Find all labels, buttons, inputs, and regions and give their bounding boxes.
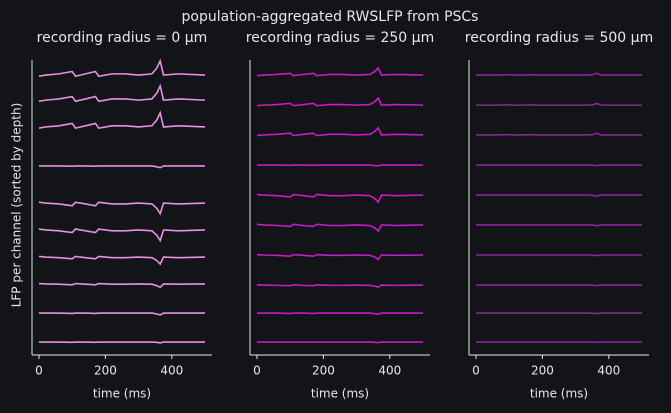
lfp-trace: [475, 72, 643, 76]
lfp-trace: [475, 102, 643, 106]
lfp-trace: [256, 66, 424, 77]
x-tick-label: 400: [160, 364, 183, 378]
lfp-trace: [256, 126, 424, 137]
lfp-trace: [38, 341, 206, 344]
lfp-trace: [38, 228, 206, 243]
lfp-trace: [475, 132, 643, 136]
lfp-trace: [256, 283, 424, 289]
lfp-trace: [256, 164, 424, 167]
lfp-trace: [256, 193, 424, 204]
lfp-trace: [475, 224, 643, 227]
x-axis-label: time (ms): [93, 387, 151, 401]
x-tick-label: 0: [253, 364, 261, 378]
x-tick-label: 400: [378, 364, 401, 378]
x-tick-label: 200: [312, 364, 335, 378]
x-tick-label: 200: [94, 364, 117, 378]
lfp-trace: [38, 165, 206, 169]
lfp-trace: [256, 223, 424, 233]
subplot-title: recording radius = 0 μm: [37, 30, 208, 46]
lfp-trace: [475, 194, 643, 197]
lfp-trace: [256, 96, 424, 107]
lfp-trace: [38, 255, 206, 266]
lfp-trace: [475, 254, 643, 257]
x-tick-label: 0: [472, 364, 480, 378]
lfp-trace: [38, 312, 206, 316]
lfp-trace: [38, 282, 206, 289]
lfp-trace: [38, 201, 206, 216]
lfp-trace: [38, 110, 206, 130]
lfp-trace: [256, 312, 424, 316]
x-axis-label: time (ms): [311, 387, 369, 401]
figure-title: population-aggregated RWSLFP from PSCs: [182, 9, 479, 25]
lfp-trace: [38, 58, 206, 78]
lfp-trace: [256, 341, 424, 344]
x-tick-label: 200: [531, 364, 554, 378]
lfp-trace: [475, 284, 643, 287]
y-axis-label: LFP per channel (sorted by depth): [10, 103, 24, 308]
x-tick-label: 400: [597, 364, 620, 378]
x-tick-label: 0: [35, 364, 43, 378]
lfp-trace: [475, 164, 643, 167]
x-axis-label: time (ms): [530, 387, 588, 401]
subplot-title: recording radius = 500 μm: [465, 30, 653, 46]
lfp-trace: [38, 83, 206, 103]
lfp-trace: [256, 253, 424, 261]
subplot-title: recording radius = 250 μm: [246, 30, 434, 46]
